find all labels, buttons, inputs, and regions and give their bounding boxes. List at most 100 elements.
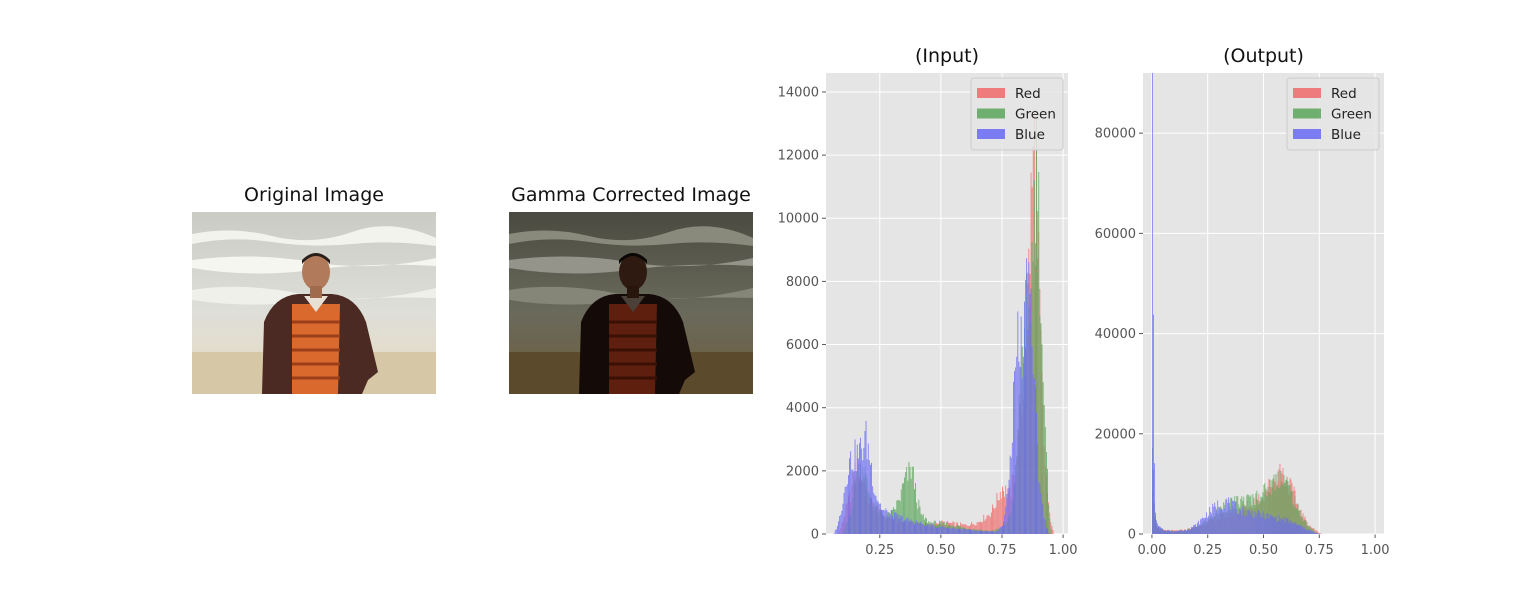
input-bar-red [870, 497, 871, 534]
output-legend [1286, 77, 1380, 151]
output-bar-red [1270, 486, 1272, 534]
input-bar-green [843, 532, 845, 534]
input-bar-green [861, 480, 863, 534]
input-bar-green [1009, 514, 1011, 534]
output-bar-green [1317, 533, 1319, 534]
output-bar-green [1170, 530, 1171, 534]
input-bar-green [948, 525, 949, 534]
output-bar-red [1196, 527, 1198, 534]
output-bar-blue [1208, 515, 1210, 534]
output-bar-red [1299, 515, 1301, 534]
input-bar-red [985, 518, 987, 534]
output-bar-red [1246, 500, 1248, 534]
output-bar-blue [1168, 530, 1169, 534]
output-bar-green [1169, 530, 1170, 534]
input-bar-blue [921, 523, 923, 534]
input-bar-red [861, 481, 863, 534]
input-bar-blue [860, 437, 861, 534]
output-bar-green [1261, 497, 1263, 534]
input-series-green [843, 112, 1052, 535]
output-bar-blue [1239, 508, 1241, 534]
output-series-green [1152, 447, 1320, 534]
output-bar-red [1178, 530, 1179, 534]
input-bar-red [874, 507, 876, 534]
output-bar-green [1184, 530, 1185, 534]
input-bar-red [912, 524, 914, 534]
output-legend-label-blue: Blue [1331, 127, 1361, 143]
output-bar-green [1201, 524, 1203, 534]
input-bar-red [852, 472, 854, 534]
input-bar-red [987, 515, 989, 534]
input-bar-green [1010, 512, 1012, 534]
input-bar-green [970, 529, 971, 534]
input-bar-green [896, 500, 898, 534]
input-bar-green [916, 502, 918, 534]
output-bar-blue [1248, 510, 1250, 534]
output-bar-red [1236, 513, 1238, 534]
input-bar-red [859, 478, 860, 534]
input-bar-red [855, 477, 857, 534]
input-bar-green [1039, 315, 1041, 534]
output-bar-blue [1293, 522, 1295, 534]
input-bar-blue [1006, 494, 1008, 534]
output-bar-blue [1154, 463, 1155, 534]
input-y-tick-label: 14000 [778, 85, 819, 100]
output-bar-red [1290, 479, 1292, 534]
input-bar-red [919, 523, 921, 534]
input-bar-red [915, 523, 916, 534]
input-bar-blue [862, 460, 864, 534]
input-bar-blue [919, 522, 921, 534]
output-bar-green [1296, 508, 1298, 534]
output-bar-red [1283, 482, 1285, 534]
input-bar-blue [870, 464, 871, 534]
output-bar-green [1198, 526, 1200, 534]
output-bar-blue [1177, 530, 1178, 534]
input-legend [970, 77, 1064, 151]
input-bar-blue [881, 509, 882, 534]
output-bar-blue [1218, 507, 1220, 534]
input-histogram-title: (Input) [914, 45, 980, 67]
output-bar-green [1236, 496, 1238, 534]
output-bar-red [1301, 517, 1303, 534]
output-bar-green [1160, 528, 1161, 534]
input-bar-green [1022, 363, 1024, 534]
input-bar-red [974, 525, 976, 534]
output-bar-blue [1223, 502, 1225, 534]
output-bar-blue [1196, 526, 1198, 534]
input-bar-red [1007, 492, 1009, 534]
output-bar-red [1266, 490, 1268, 534]
input-bar-blue [951, 527, 953, 534]
input-legend-label-blue: Blue [1015, 127, 1045, 143]
input-bar-green [943, 522, 945, 534]
input-bar-green [959, 526, 960, 534]
output-bar-red [1158, 527, 1159, 534]
input-bar-red [965, 524, 967, 534]
output-bar-blue [1180, 530, 1181, 534]
output-bar-red [1250, 501, 1252, 534]
output-bar-green [1305, 521, 1307, 534]
input-bar-green [905, 472, 907, 534]
output-bar-red [1238, 509, 1240, 534]
output-bar-blue [1182, 530, 1183, 534]
input-bar-blue [934, 525, 936, 534]
output-bar-blue [1228, 497, 1230, 534]
input-bar-red [943, 521, 945, 534]
input-bar-green [860, 463, 861, 534]
output-bar-red [1245, 506, 1247, 534]
output-bar-green [1257, 499, 1259, 534]
output-bar-blue [1305, 529, 1307, 534]
output-bar-green [1282, 484, 1284, 534]
output-bar-green [1293, 506, 1295, 534]
output-bar-red [1285, 480, 1287, 534]
input-bar-blue [884, 510, 886, 534]
output-bar-red [1310, 527, 1312, 534]
output-bar-red [1226, 513, 1228, 534]
input-bar-green [875, 502, 877, 534]
output-bar-red [1214, 517, 1216, 534]
input-bar-red [844, 516, 846, 534]
output-bar-red [1287, 486, 1289, 534]
input-bar-green [884, 519, 886, 534]
output-bar-red [1306, 522, 1308, 534]
input-bar-green [893, 507, 894, 534]
output-bar-red [1298, 510, 1300, 534]
